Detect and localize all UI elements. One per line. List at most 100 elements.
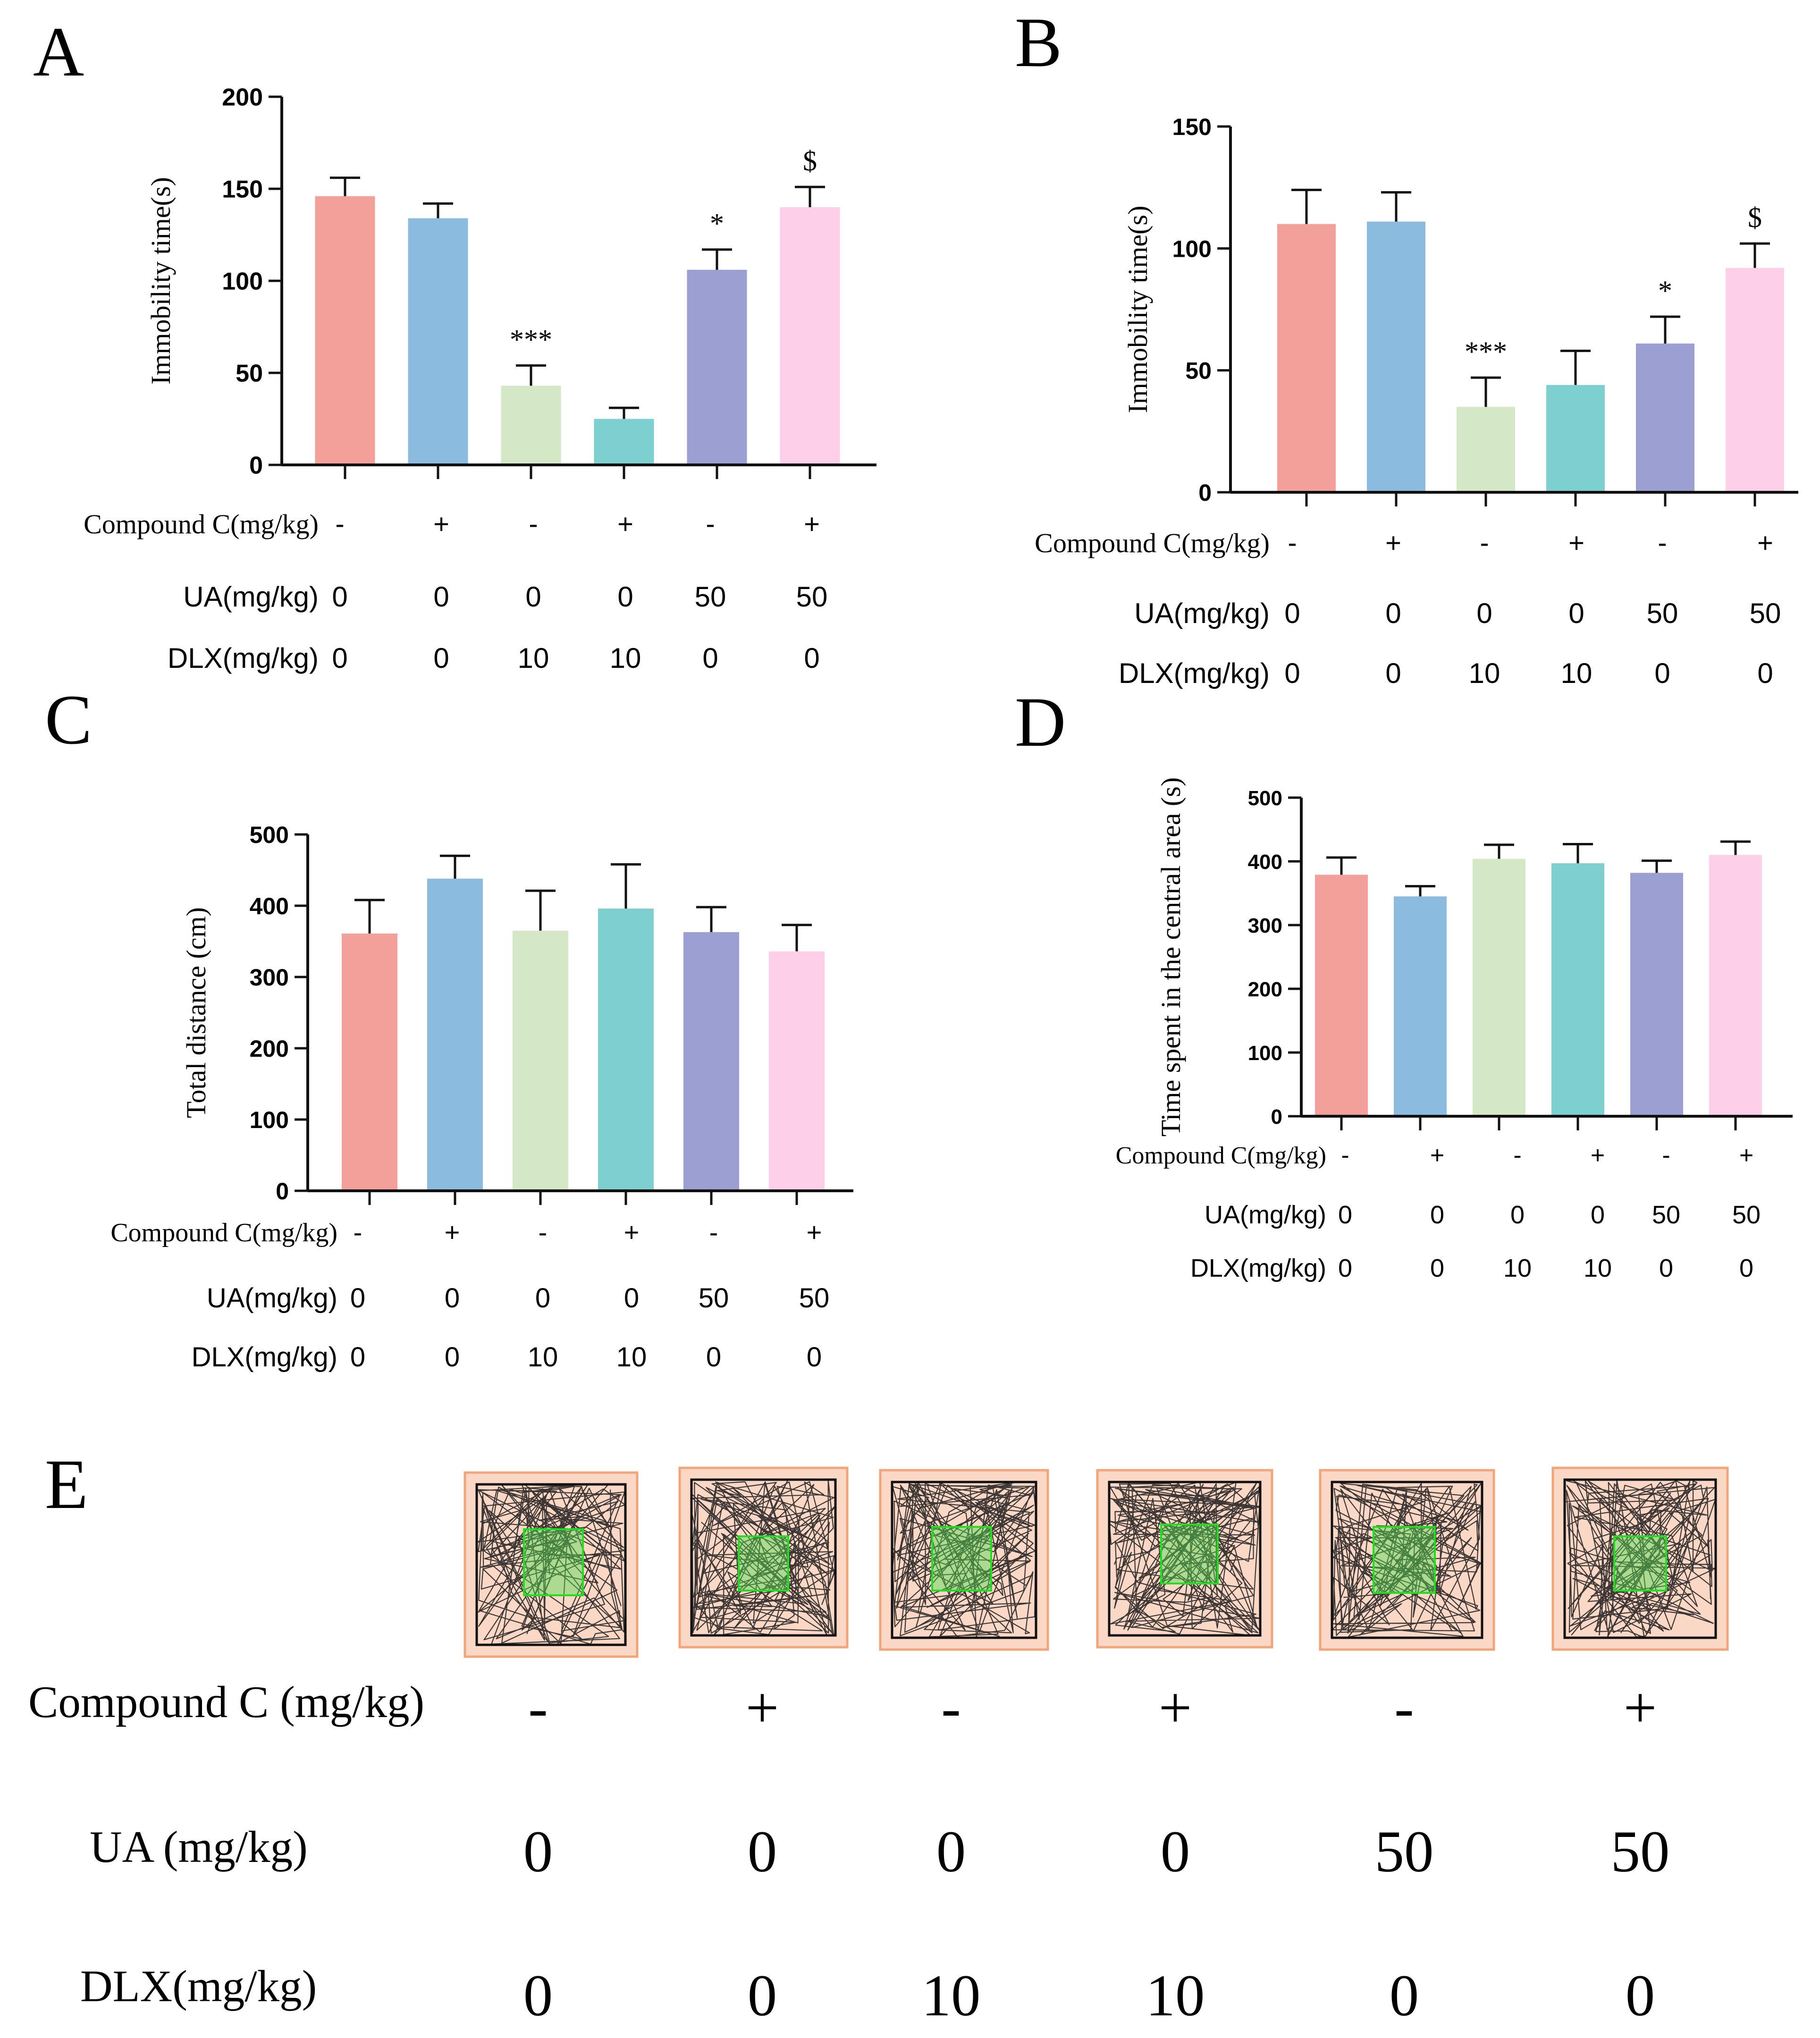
row-value: + (1739, 1142, 1753, 1169)
row-value: - (1513, 1142, 1521, 1169)
row-value: + (617, 509, 633, 539)
row-value: 0 (1390, 1963, 1419, 2029)
row-value: + (807, 1217, 822, 1247)
row-value: + (624, 1217, 640, 1247)
arena-wall-track (1331, 1481, 1483, 1639)
row-value: 0 (525, 581, 541, 613)
row-value: 10 (1561, 657, 1592, 689)
y-tick-label: 100 (250, 1107, 289, 1133)
row-value: - (539, 1217, 548, 1247)
movement-track (476, 1484, 626, 1645)
row-value: 10 (1503, 1254, 1532, 1282)
y-axis-title: Total distance (cm) (181, 907, 211, 1118)
row-value: + (433, 509, 449, 539)
bar (513, 930, 568, 1191)
arena-wall-track (475, 1483, 627, 1646)
row-label: UA(mg/kg) (1205, 1201, 1326, 1229)
row-value: - (1288, 528, 1297, 558)
y-tick-label: 400 (1248, 851, 1282, 874)
bar (594, 419, 654, 465)
row-value: 0 (748, 1819, 777, 1885)
open-field-arena (879, 1469, 1049, 1651)
open-field-arena (463, 1471, 639, 1658)
bar (342, 933, 397, 1191)
open-field-arena (1096, 1469, 1273, 1649)
row-value: 0 (1568, 598, 1584, 629)
y-tick-label: 150 (1172, 114, 1212, 140)
bar (1709, 855, 1762, 1116)
row-value: 0 (332, 642, 347, 674)
central-zone (1613, 1535, 1667, 1592)
central-zone (523, 1528, 584, 1596)
row-label: DLX(mg/kg) (1190, 1254, 1326, 1282)
row-value: - (1341, 1142, 1349, 1169)
row-value: - (354, 1217, 362, 1247)
open-field-arena (678, 1466, 849, 1649)
row-value: 0 (807, 1342, 822, 1373)
row-value: + (746, 1676, 779, 1741)
y-tick-label: 0 (1271, 1105, 1282, 1128)
row-value: 10 (1146, 1963, 1205, 2029)
bar (1277, 224, 1336, 493)
y-axis-title: Immobility time(s) (145, 177, 176, 385)
row-value: 0 (1284, 598, 1300, 629)
row-value: 0 (1338, 1201, 1352, 1229)
bar (501, 386, 561, 465)
row-value: 0 (706, 1342, 721, 1373)
y-tick-label: 300 (250, 964, 289, 991)
row-value: - (528, 1676, 548, 1741)
row-value: 50 (799, 1283, 830, 1314)
row-value: 0 (535, 1283, 550, 1314)
y-tick-label: 0 (276, 1178, 289, 1204)
row-value: 50 (1652, 1201, 1680, 1229)
row-label: DLX(mg/kg) (80, 1961, 317, 2011)
central-zone (1373, 1526, 1436, 1594)
row-value: 50 (695, 581, 726, 613)
row-value: 50 (796, 581, 828, 613)
panel-e: E Compound C (mg/kg) - + - + - + UA (mg/kg) 0 0 0 0 5… (28, 1445, 1729, 2029)
bar (1726, 268, 1784, 492)
row-value: - (1662, 1142, 1670, 1169)
row-value: + (1568, 528, 1584, 558)
bar (1473, 859, 1525, 1116)
arena-wall-track (690, 1478, 837, 1637)
central-zone (931, 1526, 992, 1592)
movement-track (891, 1482, 1036, 1638)
row-value: + (1385, 528, 1401, 558)
row-value: 10 (922, 1963, 981, 2029)
row-value: 0 (1757, 657, 1773, 689)
row-label: UA(mg/kg) (183, 581, 319, 613)
row-label: UA(mg/kg) (1134, 598, 1270, 629)
row-value: 0 (1659, 1254, 1673, 1282)
bar (1630, 873, 1683, 1116)
row-label: UA (mg/kg) (90, 1822, 308, 1872)
movement-track (1331, 1482, 1483, 1638)
arena-wall-track (1563, 1478, 1717, 1639)
row-value: 0 (617, 581, 633, 613)
row-value: 0 (1654, 657, 1670, 689)
row-value: 0 (1430, 1254, 1444, 1282)
row-value: - (706, 509, 715, 539)
bar (427, 878, 483, 1191)
row-value: 0 (1385, 598, 1401, 629)
row-value: 50 (1647, 598, 1678, 629)
row-value: 0 (1591, 1201, 1605, 1229)
central-zone (1160, 1524, 1219, 1584)
panel-letter: E (45, 1445, 88, 1524)
y-tick-label: 100 (1172, 236, 1212, 262)
row-value: 0 (445, 1283, 460, 1314)
y-tick-label: 100 (1248, 1042, 1282, 1065)
row-value: 50 (1375, 1819, 1434, 1885)
row-value: + (1591, 1142, 1605, 1169)
row-value: - (1658, 528, 1667, 558)
significance-label: *** (510, 324, 552, 355)
bar (598, 909, 654, 1191)
bar (780, 207, 840, 465)
y-tick-label: 50 (1185, 358, 1212, 384)
row-value: 0 (433, 581, 449, 613)
row-value: + (1757, 528, 1773, 558)
